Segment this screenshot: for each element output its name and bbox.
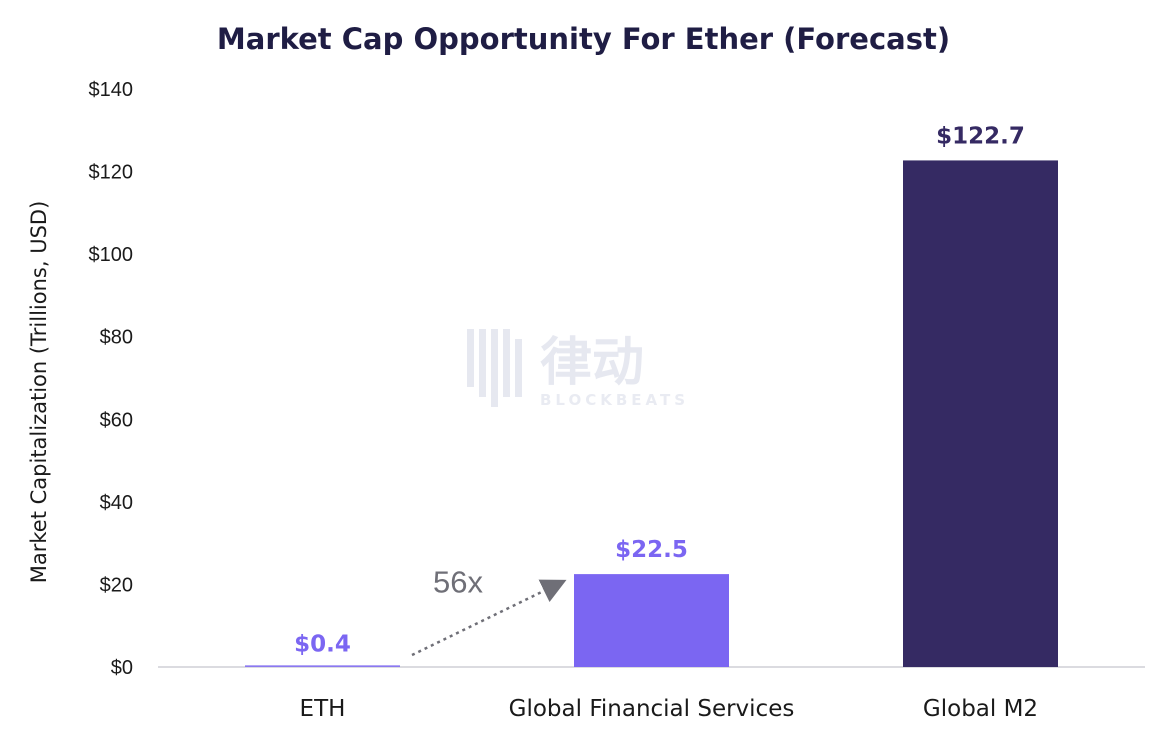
bar (574, 574, 729, 667)
y-axis-label: Market Capitalization (Trillions, USD) (27, 201, 51, 584)
growth-annotation: 56x (411, 565, 567, 657)
x-tick-label: ETH (300, 696, 346, 722)
bar (903, 160, 1058, 667)
y-tick-label: $100 (89, 244, 134, 266)
y-tick-label: $0 (111, 657, 133, 679)
x-tick-label: Global M2 (923, 696, 1038, 722)
growth-multiplier-label: 56x (433, 565, 483, 600)
bar (245, 665, 400, 667)
x-tick-label: Global Financial Services (509, 696, 795, 722)
data-label: $0.4 (294, 631, 351, 657)
y-tick-label: $140 (89, 79, 134, 101)
y-tick-label: $40 (100, 492, 133, 514)
bars: $0.4 ETH $22.5 Global Financial Services $12… (245, 123, 1058, 722)
y-axis-ticks: $0 $20 $40 $60 $80 $100 $120 $140 (89, 79, 134, 679)
y-tick-label: $20 (100, 574, 133, 596)
chart-title: Market Cap Opportunity For Ether (Foreca… (216, 22, 951, 56)
watermark-cn-text: 律动 (540, 333, 644, 393)
y-tick-label: $60 (100, 409, 133, 431)
watermark-logo: 律动 BLOCKBEATS (467, 329, 689, 409)
data-label: $122.7 (936, 123, 1025, 149)
y-tick-label: $120 (89, 162, 134, 184)
data-label: $22.5 (615, 537, 688, 563)
y-tick-label: $80 (100, 327, 133, 349)
watermark-en-text: BLOCKBEATS (540, 391, 689, 409)
